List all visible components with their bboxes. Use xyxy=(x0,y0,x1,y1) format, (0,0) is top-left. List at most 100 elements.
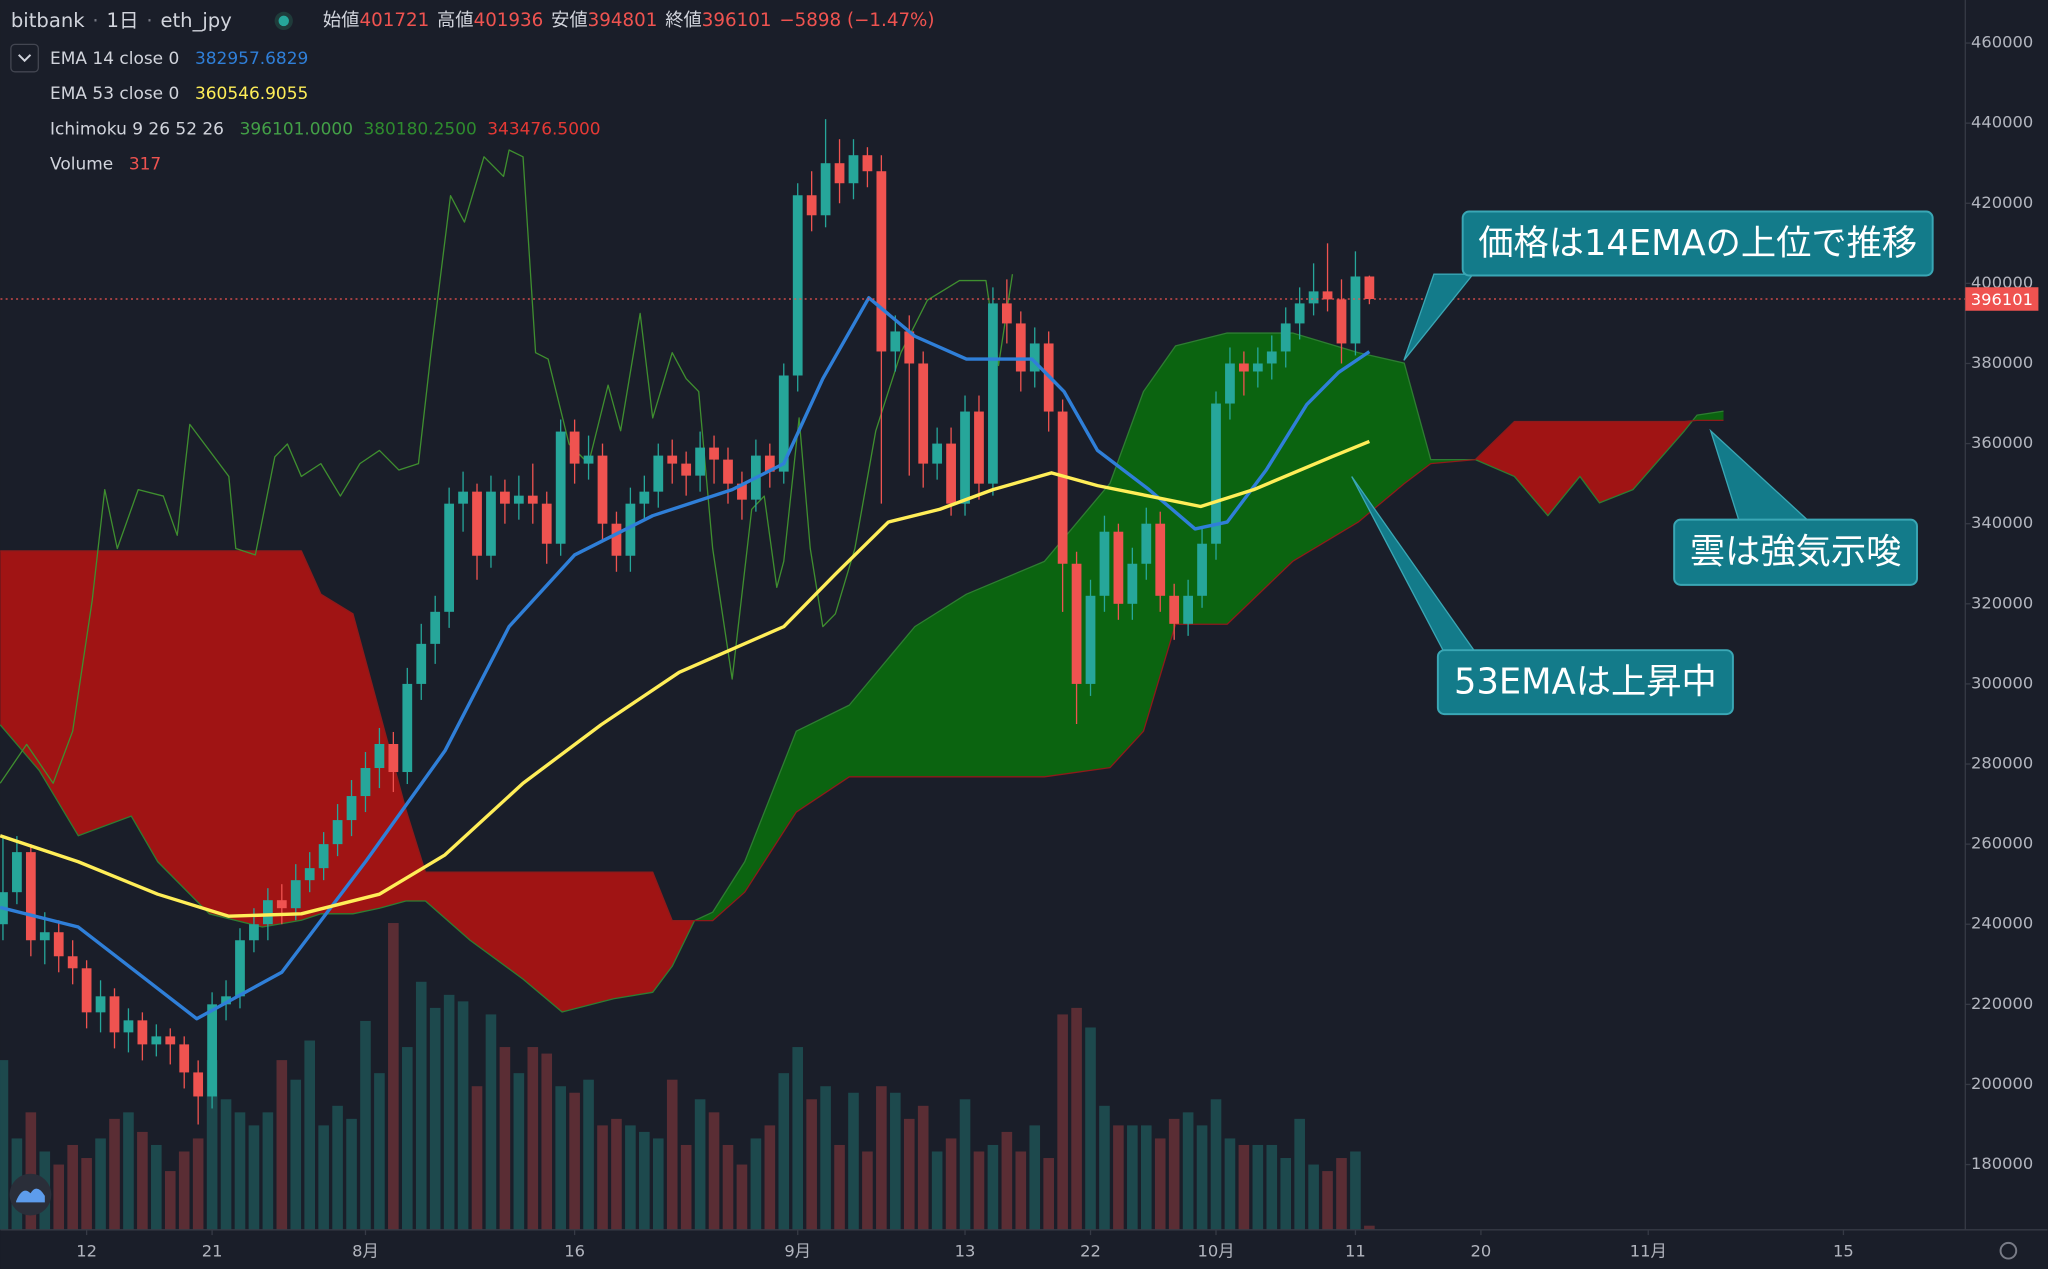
y-tick-label: 420000 xyxy=(1971,193,2033,212)
volume-bar xyxy=(402,1047,413,1230)
high-value: 401936 xyxy=(474,10,544,31)
volume-bar xyxy=(346,1118,357,1230)
volume-bar xyxy=(1350,1151,1361,1230)
legend-ema53: EMA 53 close 0 360546.9055 xyxy=(50,84,308,104)
candle-body xyxy=(1322,291,1333,300)
x-tick-label: 10月 xyxy=(1197,1242,1234,1261)
volume-bar xyxy=(806,1099,817,1230)
volume-bar xyxy=(1071,1007,1082,1230)
volume-bar xyxy=(750,1138,762,1230)
separator: · xyxy=(146,8,152,31)
volume-bar xyxy=(220,1099,232,1230)
settings-icon[interactable] xyxy=(1999,1241,2018,1260)
candle-body xyxy=(1169,595,1180,624)
candle-body xyxy=(792,195,803,376)
legend-value: 380180.2500 xyxy=(363,119,476,139)
logo[interactable] xyxy=(9,1173,52,1216)
candle-body xyxy=(1336,299,1347,344)
candle-body xyxy=(123,1020,134,1033)
candle-body xyxy=(625,503,636,556)
volume-bar xyxy=(1127,1125,1138,1230)
candle-body xyxy=(695,447,705,476)
ema-14-line xyxy=(0,296,1371,1021)
volume-bar xyxy=(625,1125,636,1230)
volume-bar xyxy=(1252,1144,1264,1230)
exchange: bitbank xyxy=(11,8,85,31)
candle-body xyxy=(904,331,915,364)
close-value: 396101 xyxy=(702,10,772,31)
candle-body xyxy=(876,171,887,352)
volume-bar xyxy=(555,1086,566,1230)
volume-bar xyxy=(1168,1118,1180,1230)
legend-label: EMA 14 close 0 xyxy=(50,49,179,69)
candle-body xyxy=(778,375,789,472)
candle-body xyxy=(527,495,538,504)
volume-bar xyxy=(318,1125,329,1230)
volume-bar xyxy=(262,1112,274,1230)
legend-label: EMA 53 close 0 xyxy=(50,84,179,104)
header: bitbank · 1日 · eth_jpy 始値401721 高値401936 安値394… xyxy=(11,8,935,31)
legend-toggle[interactable] xyxy=(10,43,39,73)
candle-body xyxy=(249,924,259,941)
candle-body xyxy=(1155,523,1166,596)
candle-body xyxy=(12,852,22,893)
candle-body xyxy=(95,996,106,1013)
last-price-label: 396101 xyxy=(1971,290,2033,309)
volume-bar xyxy=(457,1001,469,1230)
volume-bar xyxy=(973,1151,985,1230)
candle-body xyxy=(960,411,970,504)
volume-bar xyxy=(527,1047,539,1230)
low-label: 安値 xyxy=(551,10,588,31)
candle-body xyxy=(723,459,733,484)
candle-body xyxy=(1141,523,1152,564)
volume-bar xyxy=(764,1125,776,1230)
candle-body xyxy=(1252,363,1263,372)
candle-body xyxy=(932,443,943,464)
y-tick-label: 280000 xyxy=(1971,754,2033,773)
senkou-span-a xyxy=(0,332,1724,1013)
volume-bar xyxy=(1154,1138,1166,1230)
x-tick-label: 22 xyxy=(1080,1242,1101,1261)
volume-bar xyxy=(1113,1125,1124,1230)
candle-body xyxy=(1350,276,1361,344)
volume-bar xyxy=(1364,1225,1375,1230)
volume-bar xyxy=(1057,1014,1068,1230)
callout: 53EMAは上昇中 xyxy=(1351,476,1734,716)
candle-body xyxy=(67,956,78,969)
candle-body xyxy=(1308,291,1319,304)
y-tick-label: 320000 xyxy=(1971,593,2033,612)
interval: 1日 xyxy=(107,8,139,31)
legend-toggle-icon xyxy=(18,54,32,63)
candle-body xyxy=(1225,363,1235,404)
volume-bar xyxy=(820,1086,831,1230)
x-tick-label: 21 xyxy=(202,1242,223,1261)
ema-53-line xyxy=(0,439,1371,918)
candle-body xyxy=(1029,343,1040,372)
candle-body xyxy=(388,743,399,773)
y-tick-label: 460000 xyxy=(1971,33,2033,52)
candle-body xyxy=(1057,411,1068,564)
legend-value: 382957.6829 xyxy=(195,49,308,69)
low-value: 394801 xyxy=(588,10,658,31)
volume-bar xyxy=(945,1138,957,1230)
candle-body xyxy=(81,968,92,1013)
volume-bar xyxy=(109,1118,120,1230)
volume-bar xyxy=(778,1073,790,1230)
separator: · xyxy=(92,8,98,31)
candle-body xyxy=(946,443,956,504)
volume-bar xyxy=(374,1073,385,1230)
volume-bar xyxy=(53,1164,65,1230)
volume-bar xyxy=(1280,1158,1292,1230)
candle-body xyxy=(1183,595,1193,624)
volume-bar xyxy=(876,1086,887,1230)
volume-bar xyxy=(123,1112,134,1230)
volume-bar xyxy=(248,1125,260,1230)
callout: 価格は14EMAの上位で推移 xyxy=(1403,210,1934,361)
volume-bar xyxy=(1182,1112,1194,1230)
candle-body xyxy=(1239,363,1249,372)
callout-text: 雲は強気示唆 xyxy=(1690,532,1902,573)
legend-value: 360546.9055 xyxy=(195,84,308,104)
candle-body xyxy=(737,483,747,500)
volume-bar xyxy=(1196,1125,1208,1230)
